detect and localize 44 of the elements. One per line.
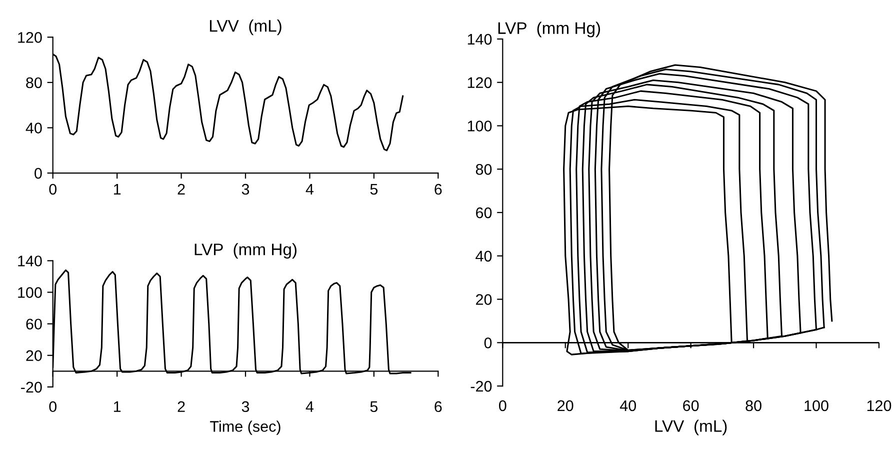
- chart-title: LVP (mm Hg): [194, 243, 296, 259]
- y-tick-label: 140: [468, 34, 492, 45]
- x-tick-label: 1: [114, 184, 121, 195]
- x-tick-label: 0: [49, 184, 57, 195]
- y-tick-label: 60: [476, 207, 492, 218]
- chart-title: LVV (mL): [210, 20, 282, 36]
- x-tick-label: 0: [49, 401, 57, 412]
- x-axis-title: Time (sec): [210, 420, 280, 435]
- y-tick-label: 0: [484, 338, 492, 348]
- y-tick-label: 80: [476, 164, 492, 175]
- y-tick-label: 120: [18, 32, 42, 43]
- x-tick-label: 80: [746, 400, 762, 412]
- x-tick-label: 2: [178, 401, 185, 412]
- y-tick-label: 120: [468, 77, 492, 88]
- x-tick-label: 40: [620, 400, 636, 412]
- x-tick-label: 4: [306, 401, 314, 412]
- x-tick-label: 2: [178, 184, 185, 195]
- x-tick-label: 3: [242, 184, 250, 195]
- y-tick-label: -20: [21, 382, 42, 393]
- x-tick-label: 120: [867, 400, 892, 412]
- x-tick-label: 1: [114, 401, 121, 412]
- x-tick-label: 5: [370, 401, 378, 412]
- y-tick-label: 20: [476, 294, 492, 305]
- x-tick-label: 100: [804, 400, 828, 412]
- x-axis-title: LVV (mL): [655, 420, 727, 436]
- y-tick-label: 20: [26, 350, 42, 362]
- y-tick-label: 40: [26, 122, 42, 134]
- x-tick-label: 6: [434, 184, 442, 195]
- y-tick-label: 140: [18, 256, 42, 266]
- x-tick-label: 60: [683, 400, 699, 412]
- y-tick-label: 100: [468, 120, 492, 132]
- y-tick-label: 100: [18, 287, 42, 298]
- x-tick-label: 3: [242, 401, 250, 412]
- y-tick-label: 0: [34, 168, 42, 179]
- y-tick-label: 40: [476, 250, 492, 262]
- x-tick-label: 20: [558, 400, 574, 412]
- y-tick-label: 60: [26, 318, 42, 330]
- y-axis-title: LVP (mm Hg): [498, 22, 600, 38]
- x-tick-label: 5: [370, 184, 378, 195]
- y-tick-label: 80: [26, 77, 42, 88]
- x-tick-label: 4: [306, 184, 314, 195]
- x-tick-label: 0: [499, 400, 506, 412]
- x-tick-label: 6: [434, 401, 442, 412]
- y-tick-label: -20: [470, 380, 492, 392]
